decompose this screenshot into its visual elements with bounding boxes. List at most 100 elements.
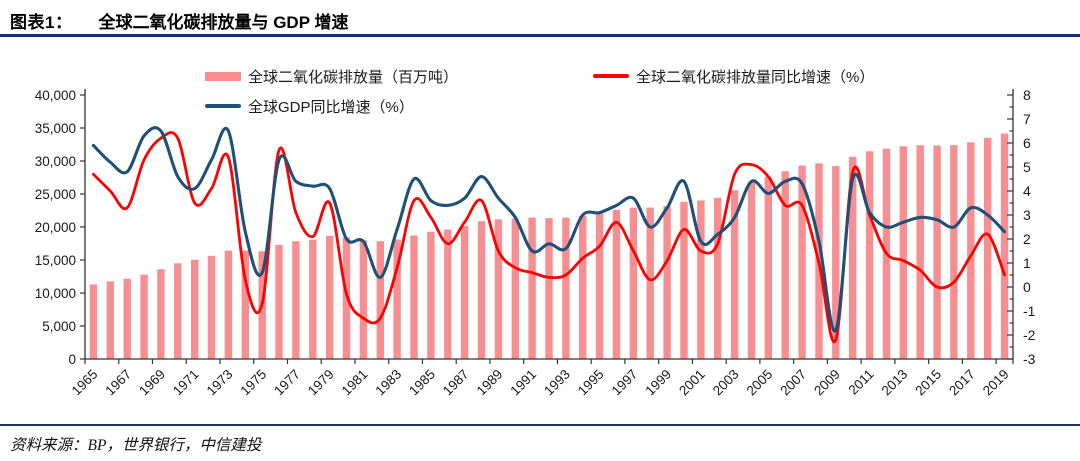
bar-co2-emissions [157, 269, 165, 359]
bar-co2-emissions [595, 213, 604, 359]
y-axis-right-tick-label: -3 [1023, 351, 1036, 367]
x-axis-tick-label: 1989 [474, 367, 506, 399]
bar-co2-emissions [410, 235, 418, 359]
y-axis-right-tick-label: 5 [1023, 159, 1031, 175]
y-axis-left-tick-label: 5,000 [42, 319, 76, 334]
bar-co2-emissions [528, 217, 536, 359]
legend-item-gdp-growth: 全球GDP同比增速（%） [205, 96, 414, 116]
bar-co2-emissions [1000, 133, 1009, 359]
x-axis-tick-label: 1969 [136, 367, 168, 399]
bar-co2-emissions [714, 197, 722, 359]
bar-co2-emissions [106, 281, 114, 359]
bar-co2-emissions [646, 207, 654, 359]
y-axis-left-tick-label: 0 [68, 352, 76, 367]
legend-item-co2-growth: 全球二氧化碳排放量同比增速（%） [593, 66, 874, 86]
bar-co2-emissions [224, 250, 233, 359]
x-axis-tick-label: 1971 [170, 367, 202, 399]
bar-co2-emissions [663, 206, 671, 359]
x-axis-tick-label: 1995 [575, 367, 607, 399]
bar-co2-emissions [511, 218, 519, 359]
bar-co2-emissions [832, 166, 840, 359]
bar-co2-emissions [916, 145, 924, 359]
legend-swatch-red-line [593, 74, 629, 78]
x-axis-tick-label: 1979 [305, 367, 337, 399]
y-axis-right-tick-label: -2 [1023, 327, 1036, 343]
y-axis-left-tick-label: 25,000 [35, 187, 76, 202]
y-axis-right-tick-label: 2 [1023, 231, 1031, 247]
bar-co2-emissions [562, 217, 570, 359]
source-note: 资料来源：BP，世界银行，中信建投 [10, 437, 262, 454]
x-axis-tick-label: 2003 [710, 367, 742, 399]
bar-co2-emissions [444, 229, 452, 359]
y-axis-left-tick-label: 40,000 [35, 88, 76, 103]
bar-co2-emissions [781, 171, 789, 359]
figure-number-label: 图表1： [10, 13, 73, 32]
bar-co2-emissions [326, 235, 334, 359]
x-axis-tick-label: 2011 [846, 367, 877, 398]
x-axis-tick-label: 1991 [507, 367, 539, 399]
x-axis-tick-label: 1975 [237, 367, 269, 399]
y-axis-left-tick-label: 35,000 [35, 121, 76, 136]
bar-co2-emissions [275, 244, 283, 359]
bar-co2-emissions [747, 182, 756, 359]
bar-co2-emissions [207, 255, 216, 359]
legend-item-co2-emissions: 全球二氧化碳排放量（百万吨） [205, 66, 458, 86]
bar-co2-emissions [359, 240, 368, 359]
legend-swatch-pink-bar [205, 71, 241, 81]
legend-label-gdp-growth: 全球GDP同比增速（%） [248, 98, 414, 116]
footer-divider-rule [0, 424, 1080, 426]
bar-co2-emissions [950, 145, 958, 359]
x-axis-tick-label: 1999 [642, 367, 674, 399]
legend-label-co2-growth: 全球二氧化碳排放量同比增速（%） [636, 68, 875, 86]
y-axis-right-tick-label: 4 [1023, 183, 1031, 199]
bar-co2-emissions [140, 274, 148, 359]
bar-co2-emissions [477, 221, 486, 359]
bar-co2-emissions [191, 259, 199, 359]
legend-label-co2-emissions: 全球二氧化碳排放量（百万吨） [248, 68, 459, 86]
x-axis-tick-label: 1987 [440, 367, 472, 399]
bar-co2-emissions [393, 239, 401, 359]
x-axis-tick-label: 1997 [609, 367, 641, 399]
gdp-growth-line [91, 126, 1007, 333]
y-axis-right-tick-label: 0 [1023, 279, 1031, 295]
x-axis-tick-label: 1973 [204, 367, 236, 399]
y-axis-right-tick-label: 8 [1023, 87, 1031, 103]
bar-co2-emissions [174, 263, 182, 359]
x-axis-tick-label: 2017 [946, 367, 978, 399]
y-axis-left-tick-label: 20,000 [35, 220, 76, 235]
bar-co2-emissions [292, 241, 300, 359]
bar-co2-emissions [427, 231, 435, 359]
x-axis-tick-label: 1965 [69, 367, 101, 399]
y-axis-right-tick-label: -1 [1023, 303, 1036, 319]
y-axis-right-tick-label: 3 [1023, 207, 1031, 223]
y-axis-left-tick-label: 30,000 [35, 154, 76, 169]
bar-co2-emissions [376, 241, 384, 359]
bar-co2-emissions [865, 151, 874, 359]
y-axis-left-tick-label: 10,000 [35, 286, 76, 301]
bar-co2-emissions [764, 176, 772, 359]
figure-title: 图表1： 全球二氧化碳排放量与 GDP 增速 [10, 8, 348, 33]
x-axis-tick-label: 2019 [980, 367, 1012, 399]
y-axis-right-tick-label: 1 [1023, 255, 1031, 271]
bar-co2-emissions [849, 156, 857, 359]
bar-co2-emissions [933, 145, 941, 359]
legend-swatch-blue-line [205, 104, 241, 108]
bar-co2-emissions [241, 250, 249, 359]
bar-co2-emissions [697, 200, 705, 359]
bar-co2-emissions [494, 219, 503, 359]
x-axis-tick-label: 1967 [102, 367, 134, 399]
bar-co2-emissions [730, 190, 739, 359]
bar-co2-emissions [123, 278, 131, 359]
y-axis-right-tick-label: 6 [1023, 135, 1031, 151]
bar-co2-emissions [612, 209, 621, 359]
bar-co2-emissions [629, 207, 638, 359]
bar-co2-emissions [967, 142, 975, 359]
bar-co2-emissions [89, 284, 98, 359]
bar-co2-emissions [579, 215, 587, 359]
title-divider-rule [0, 34, 1080, 37]
figure-title-text: 全球二氧化碳排放量与 GDP 增速 [98, 13, 349, 32]
x-axis-tick-label: 1977 [271, 367, 303, 399]
x-axis-tick-label: 2005 [744, 367, 776, 399]
bar-co2-emissions [309, 239, 317, 359]
